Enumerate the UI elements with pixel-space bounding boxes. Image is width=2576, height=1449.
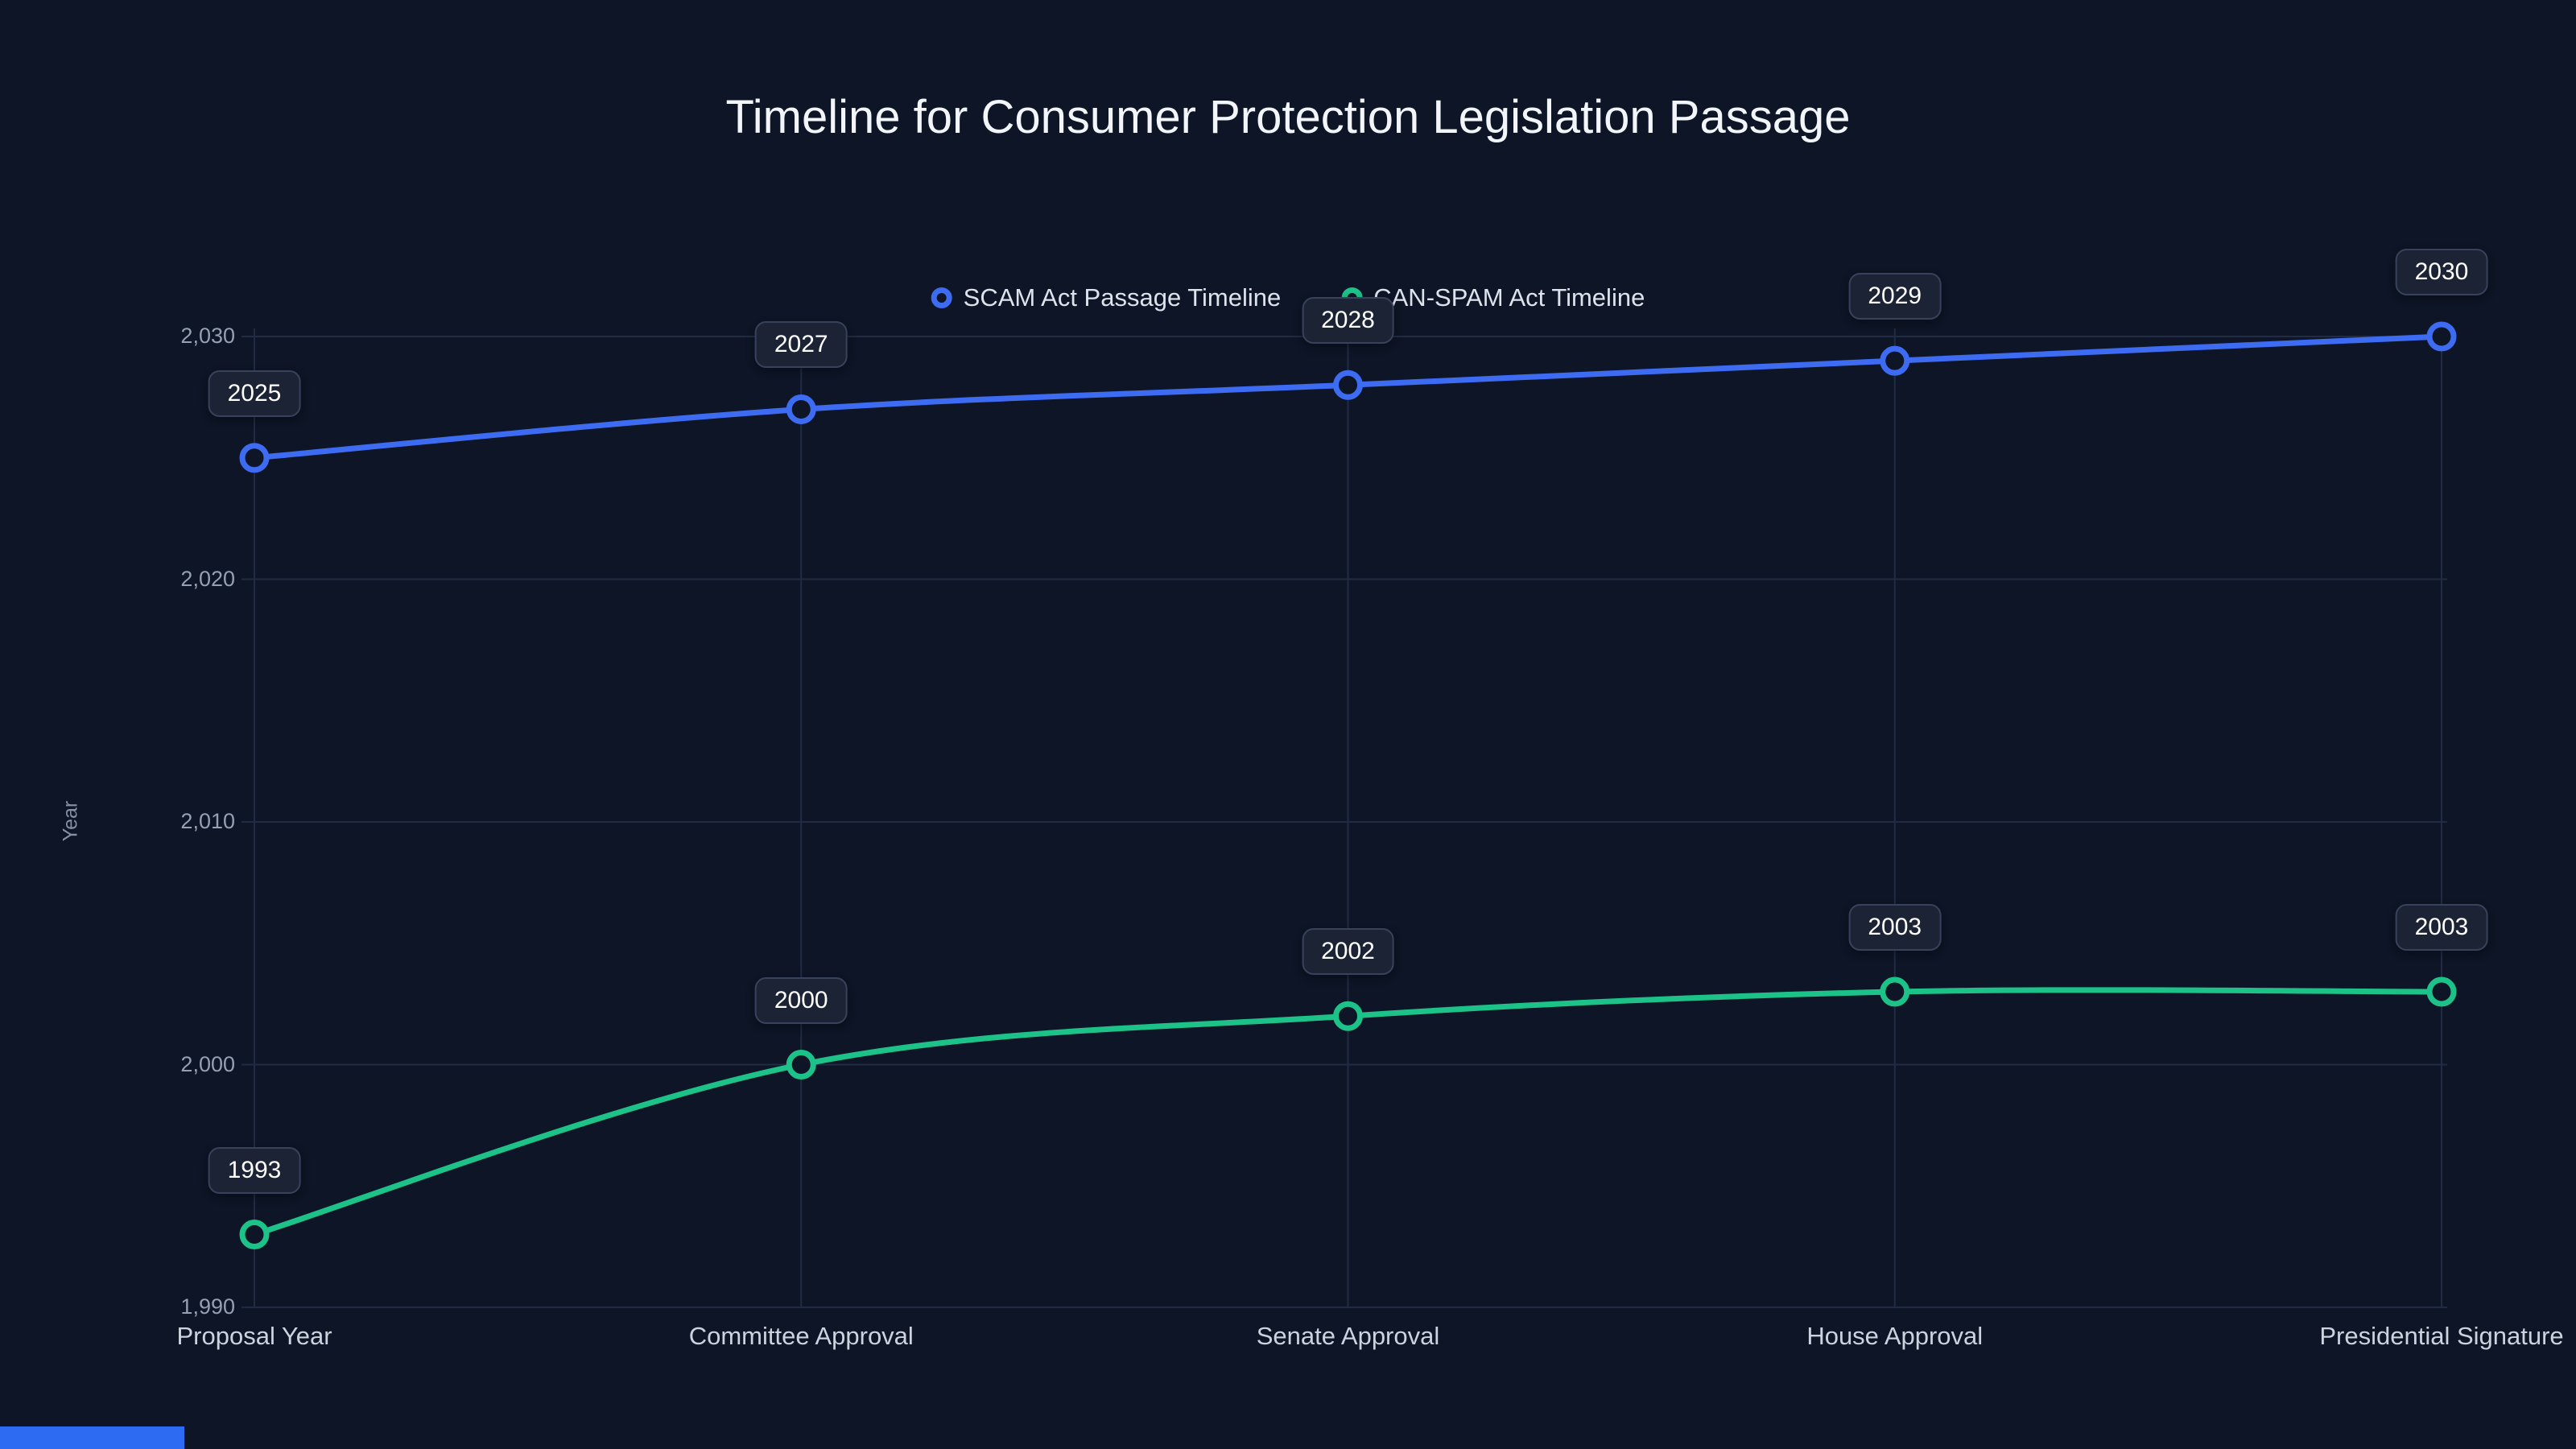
legend-marker-icon (1341, 287, 1363, 308)
legend-item-scam-act[interactable]: SCAM Act Passage Timeline (931, 283, 1282, 312)
data-point[interactable] (239, 1220, 270, 1250)
legend-marker-icon (931, 287, 952, 308)
legend-label: SCAM Act Passage Timeline (963, 283, 1282, 312)
data-point[interactable] (1880, 345, 1910, 376)
data-point[interactable] (1333, 1001, 1363, 1031)
data-point[interactable] (786, 1050, 816, 1080)
legend-label: CAN-SPAM Act Timeline (1373, 283, 1645, 312)
data-point[interactable] (2426, 321, 2457, 352)
data-point[interactable] (786, 394, 816, 424)
legend-item-can-spam-act[interactable]: CAN-SPAM Act Timeline (1341, 283, 1645, 312)
data-point[interactable] (1880, 976, 1910, 1007)
chart-title: Timeline for Consumer Protection Legisla… (725, 91, 1851, 143)
bottom-left-accent-bar (0, 1426, 184, 1449)
data-point[interactable] (1333, 369, 1363, 400)
legend: SCAM Act Passage Timeline CAN-SPAM Act Ti… (931, 283, 1645, 312)
y-axis-title: Year (59, 800, 82, 842)
data-point[interactable] (2426, 976, 2457, 1007)
data-point[interactable] (239, 443, 270, 473)
